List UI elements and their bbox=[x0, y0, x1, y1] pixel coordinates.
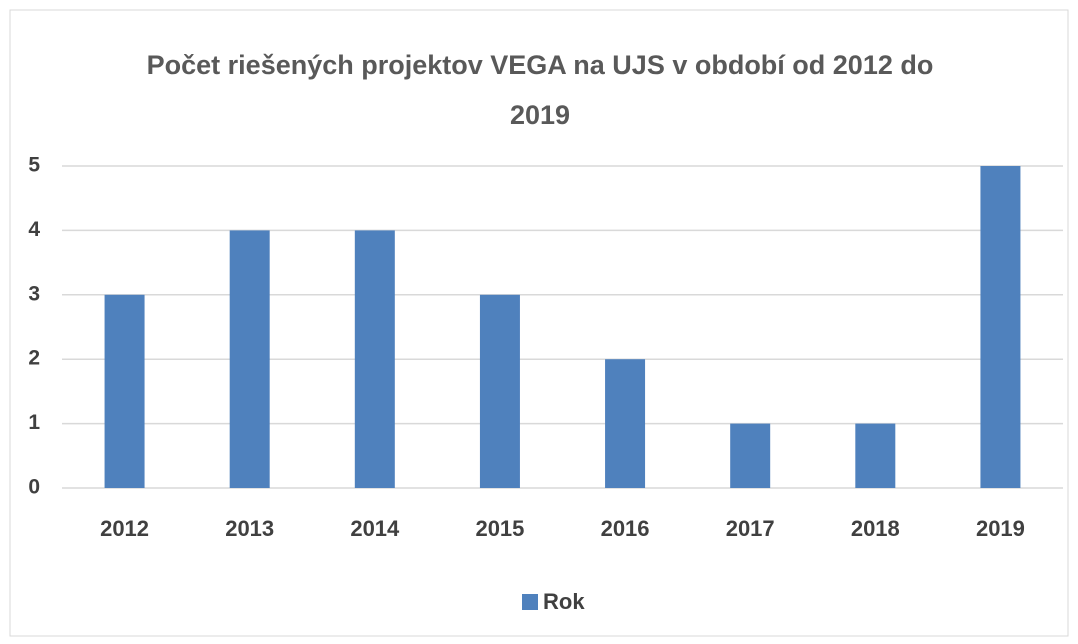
x-tick-label: 2012 bbox=[100, 516, 149, 541]
x-tick-label: 2015 bbox=[475, 516, 524, 541]
y-tick-label: 1 bbox=[28, 411, 40, 434]
y-tick-label: 2 bbox=[28, 347, 40, 370]
x-tick-label: 2019 bbox=[976, 516, 1025, 541]
x-tick-label: 2014 bbox=[350, 516, 400, 541]
y-tick-label: 5 bbox=[28, 154, 40, 177]
x-tick-label: 2016 bbox=[601, 516, 650, 541]
chart-title: Počet riešených projektov VEGA na UJS v … bbox=[146, 50, 934, 130]
x-tick-label: 2018 bbox=[851, 516, 900, 541]
y-tick-label: 3 bbox=[28, 282, 40, 305]
x-tick-label: 2017 bbox=[726, 516, 775, 541]
y-tick-label: 0 bbox=[28, 476, 40, 499]
bar bbox=[730, 423, 771, 488]
bar bbox=[855, 423, 896, 488]
chart-border bbox=[9, 9, 1069, 637]
bar bbox=[229, 230, 270, 488]
bar bbox=[479, 294, 520, 488]
bar bbox=[354, 230, 395, 488]
bar bbox=[104, 294, 145, 488]
legend-label: Rok bbox=[543, 589, 585, 614]
bar bbox=[605, 359, 646, 488]
legend-swatch bbox=[522, 594, 538, 610]
y-tick-label: 4 bbox=[28, 218, 40, 241]
x-tick-label: 2013 bbox=[225, 516, 274, 541]
bar bbox=[980, 166, 1021, 488]
